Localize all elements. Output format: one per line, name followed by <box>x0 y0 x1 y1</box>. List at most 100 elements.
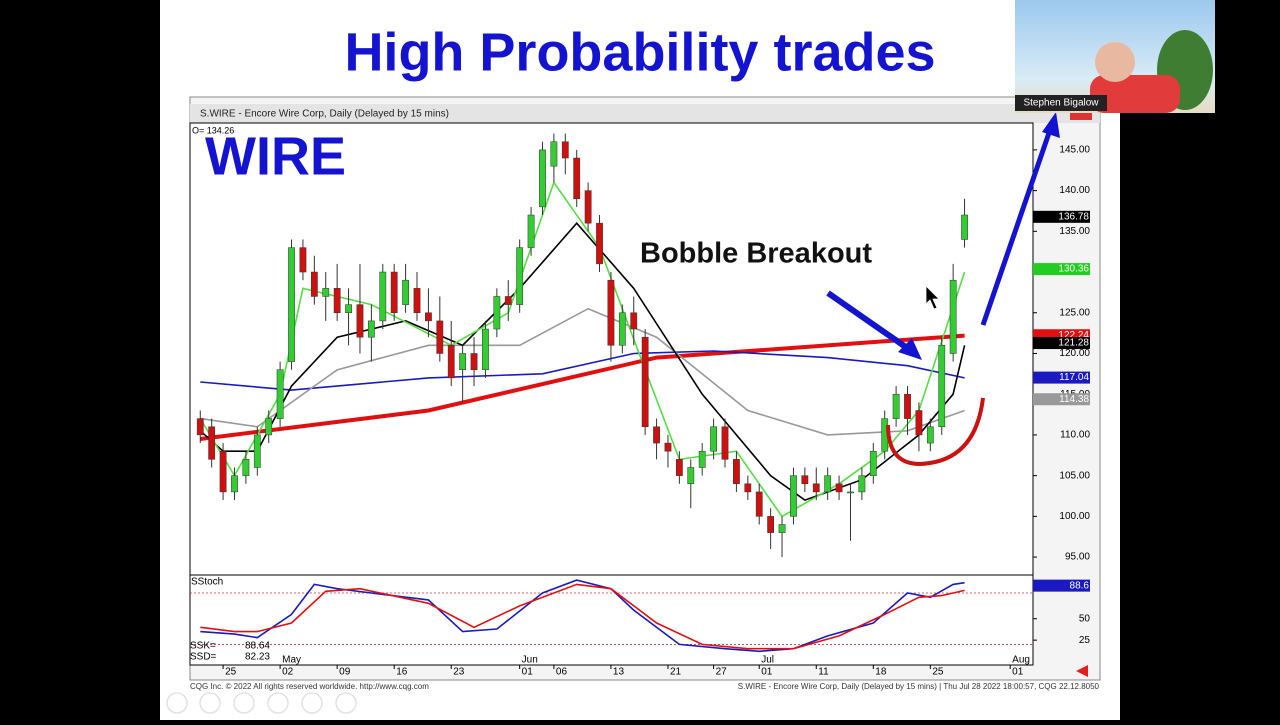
x-tick-label: 21 <box>670 667 682 678</box>
candle-body <box>630 312 638 330</box>
candle-body <box>425 312 432 322</box>
candle-body <box>242 459 250 476</box>
candle-body <box>733 459 740 485</box>
candle-body <box>698 450 706 468</box>
candle-body <box>356 304 364 338</box>
candle-body <box>459 353 467 371</box>
candle-body <box>949 279 957 354</box>
candle-body <box>664 442 672 452</box>
prev-button[interactable] <box>166 692 188 714</box>
price-box-label: 88.6 <box>1070 580 1090 591</box>
footer-left: CQG Inc. © 2022 All rights reserved worl… <box>190 682 429 691</box>
arrow <box>980 129 1053 326</box>
month-label: Jul <box>761 655 774 666</box>
pattern-annotation: Bobble Breakout <box>640 238 872 270</box>
price-box-label: 136.78 <box>1058 211 1089 222</box>
price-box-label: 114.38 <box>1059 394 1089 405</box>
candle-body <box>561 141 569 159</box>
candle-body <box>653 426 660 444</box>
y-tick-label: 95.00 <box>1065 552 1090 563</box>
price-box-label: 122.24 <box>1058 330 1089 341</box>
candle-body <box>208 426 216 460</box>
legend-name: SSD= <box>190 652 217 663</box>
candle-body <box>196 418 204 436</box>
candle-body <box>858 475 866 493</box>
candle-body <box>847 491 854 494</box>
candle-body <box>869 450 877 476</box>
y-tick-label: 140.00 <box>1059 185 1090 196</box>
candle-body <box>687 467 695 485</box>
cup-outline <box>886 397 985 466</box>
month-label: May <box>282 655 301 666</box>
candle-body <box>470 353 478 371</box>
candle-body <box>299 247 307 273</box>
player-controls <box>166 692 357 714</box>
next-button[interactable] <box>199 692 221 714</box>
price-box <box>1033 579 1090 592</box>
x-tick-label: 01 <box>1012 667 1024 678</box>
symbol-annotation: WIRE <box>205 126 346 186</box>
price-box <box>1033 210 1090 223</box>
chart-title: S.WIRE - Encore Wire Corp, Daily (Delaye… <box>200 109 449 120</box>
candle-body <box>219 450 227 493</box>
candle-body <box>539 149 546 208</box>
candle-body <box>310 271 318 297</box>
candle-body <box>675 459 683 476</box>
candle-body <box>345 304 352 314</box>
candle-body <box>276 369 284 419</box>
candle-body <box>744 483 752 493</box>
pen-button[interactable] <box>233 692 255 714</box>
stoch-title: SStoch <box>191 577 223 588</box>
candle-body <box>253 434 261 468</box>
candle-body <box>710 426 717 452</box>
y-tick-label: 135.00 <box>1059 226 1090 237</box>
x-tick-label: 16 <box>396 667 408 678</box>
scroll-arrow[interactable] <box>1076 665 1088 677</box>
month-label: Jun <box>522 655 538 666</box>
y-tick-label: 105.00 <box>1059 470 1090 481</box>
candle-body <box>436 320 444 354</box>
x-tick-label: 23 <box>453 667 465 678</box>
x-tick-label: 27 <box>716 667 728 678</box>
candle-body <box>926 426 934 444</box>
candle-body <box>915 410 923 436</box>
candle-body <box>641 336 649 428</box>
price-box <box>1033 371 1090 384</box>
price-box <box>1033 337 1090 350</box>
x-tick-label: 18 <box>875 667 887 678</box>
presenter-shirt <box>1090 75 1180 113</box>
ohlc-readout: O= 134.26 <box>192 125 234 135</box>
candle-body <box>755 491 763 517</box>
price-box-label: 130.36 <box>1058 264 1089 275</box>
indicator-line <box>200 350 965 391</box>
title-bar <box>190 104 1100 123</box>
candle-body <box>596 222 603 265</box>
candle-body <box>801 475 809 485</box>
candle-body <box>778 524 786 533</box>
slides-button[interactable] <box>267 692 289 714</box>
annotation-arrows <box>826 112 1060 466</box>
candle-body <box>413 288 421 314</box>
candle-body <box>584 190 592 224</box>
candle-body <box>790 475 797 517</box>
month-label: Aug <box>1012 655 1030 666</box>
indicator-line <box>200 583 965 650</box>
candle-body <box>288 247 295 362</box>
candle-body <box>482 328 489 371</box>
more-button[interactable] <box>335 692 357 714</box>
candle-body <box>618 312 626 346</box>
indicator-line <box>200 579 965 653</box>
candle-body <box>573 157 581 199</box>
legend-name: SSK= <box>190 641 216 652</box>
presenter-head <box>1095 42 1135 82</box>
x-tick-label: 11 <box>818 667 829 678</box>
candle-body <box>367 320 375 338</box>
name-tag <box>1015 95 1107 111</box>
price-box <box>1033 263 1090 276</box>
candle-body <box>824 475 832 493</box>
zoom-button[interactable] <box>301 692 323 714</box>
x-tick-label: 06 <box>556 667 568 678</box>
y-tick-label: 125.00 <box>1059 307 1090 318</box>
